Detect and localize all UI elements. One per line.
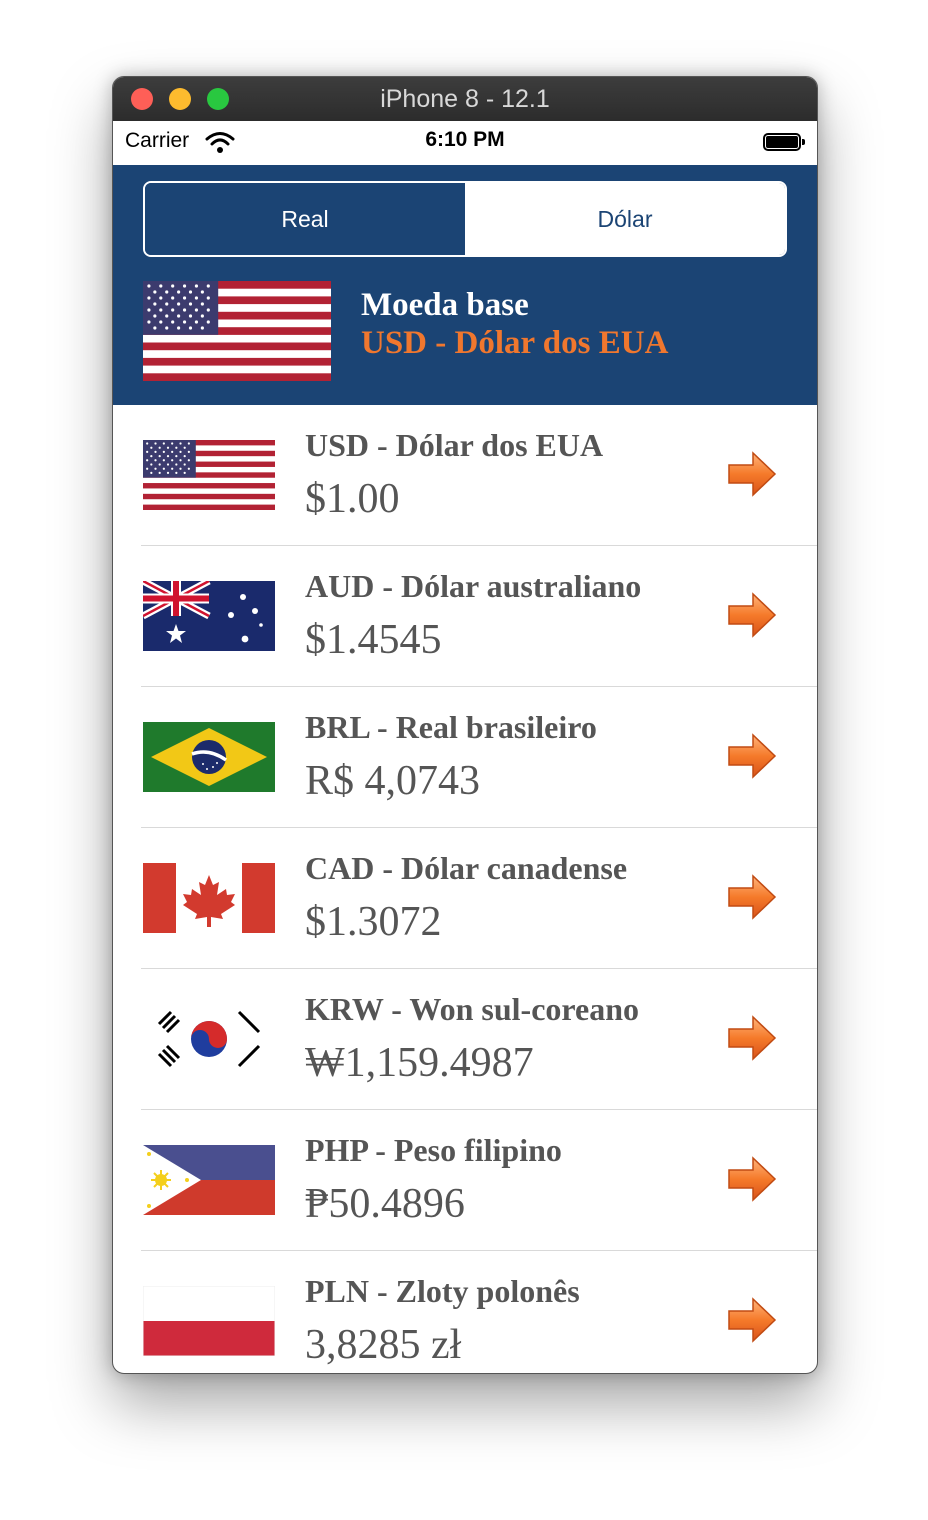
currency-value: $1.3072 xyxy=(305,899,442,945)
window-titlebar: iPhone 8 - 12.1 xyxy=(113,77,817,121)
us-flag-icon xyxy=(143,281,331,381)
segment-dolar[interactable]: Dólar xyxy=(465,183,785,255)
zoom-window-button[interactable] xyxy=(207,88,229,110)
base-currency-label: Moeda base xyxy=(361,287,529,323)
currency-value: $1.4545 xyxy=(305,617,442,663)
south-korea-flag-icon xyxy=(143,1004,275,1074)
arrow-right-icon[interactable] xyxy=(725,1154,779,1204)
currency-segmented-control: Real Dólar xyxy=(143,181,787,257)
australia-flag-icon xyxy=(143,581,275,651)
row-divider xyxy=(141,545,817,546)
wifi-icon xyxy=(205,132,235,153)
carrier-label: Carrier xyxy=(125,129,190,152)
currency-row-php[interactable]: PHP - Peso filipino ₱50.4896 xyxy=(113,1110,817,1251)
philippines-flag-icon xyxy=(143,1145,275,1215)
currency-value: ₱50.4896 xyxy=(305,1181,465,1227)
currency-value: ₩1,159.4987 xyxy=(305,1040,534,1086)
currency-row-usd[interactable]: USD - Dólar dos EUA $1.00 xyxy=(113,405,817,546)
arrow-right-icon[interactable] xyxy=(725,590,779,640)
currency-row-cad[interactable]: CAD - Dólar canadense $1.3072 xyxy=(113,828,817,969)
battery-icon xyxy=(763,133,805,151)
arrow-right-icon[interactable] xyxy=(725,449,779,499)
row-divider xyxy=(141,1250,817,1251)
currency-name: CAD - Dólar canadense xyxy=(305,850,628,886)
currency-row-brl[interactable]: BRL - Real brasileiro R$ 4,0743 xyxy=(113,687,817,828)
poland-flag-icon xyxy=(143,1286,275,1356)
currency-name: AUD - Dólar australiano xyxy=(305,568,642,604)
base-currency-header: Real Dólar Moeda base USD - Dólar dos EU… xyxy=(113,165,817,405)
currency-name: PLN - Zloty polonês xyxy=(305,1273,580,1309)
arrow-right-icon[interactable] xyxy=(725,731,779,781)
row-divider xyxy=(141,968,817,969)
currency-name: BRL - Real brasileiro xyxy=(305,709,597,745)
row-divider xyxy=(141,686,817,687)
status-bar: Carrier 6:10 PM xyxy=(113,121,817,165)
brazil-flag-icon xyxy=(143,722,275,792)
currency-name: KRW - Won sul-coreano xyxy=(305,991,640,1027)
close-window-button[interactable] xyxy=(131,88,153,110)
arrow-right-icon[interactable] xyxy=(725,1013,779,1063)
currency-value: R$ 4,0743 xyxy=(305,758,481,804)
row-divider xyxy=(141,1109,817,1110)
currency-list[interactable]: USD - Dólar dos EUA $1.00 AUD - Dólar au… xyxy=(113,405,817,1373)
currency-value: $1.00 xyxy=(305,476,400,522)
row-divider xyxy=(141,827,817,828)
minimize-window-button[interactable] xyxy=(169,88,191,110)
us-flag-icon xyxy=(143,440,275,510)
currency-name: USD - Dólar dos EUA xyxy=(305,427,604,463)
canada-flag-icon xyxy=(143,863,275,933)
simulator-window: iPhone 8 - 12.1 Carrier 6:10 PM Real Dól… xyxy=(112,76,818,1374)
currency-row-krw[interactable]: KRW - Won sul-coreano ₩1,159.4987 xyxy=(113,969,817,1110)
currency-value: 3,8285 zł xyxy=(305,1322,462,1368)
window-title: iPhone 8 - 12.1 xyxy=(380,85,550,113)
currency-name: PHP - Peso filipino xyxy=(305,1132,562,1168)
arrow-right-icon[interactable] xyxy=(725,1295,779,1345)
currency-row-pln[interactable]: PLN - Zloty polonês 3,8285 zł xyxy=(113,1251,817,1373)
status-time: 6:10 PM xyxy=(425,128,505,151)
segment-real[interactable]: Real xyxy=(145,183,465,255)
arrow-right-icon[interactable] xyxy=(725,872,779,922)
currency-row-aud[interactable]: AUD - Dólar australiano $1.4545 xyxy=(113,546,817,687)
base-currency-name: USD - Dólar dos EUA xyxy=(361,325,669,361)
